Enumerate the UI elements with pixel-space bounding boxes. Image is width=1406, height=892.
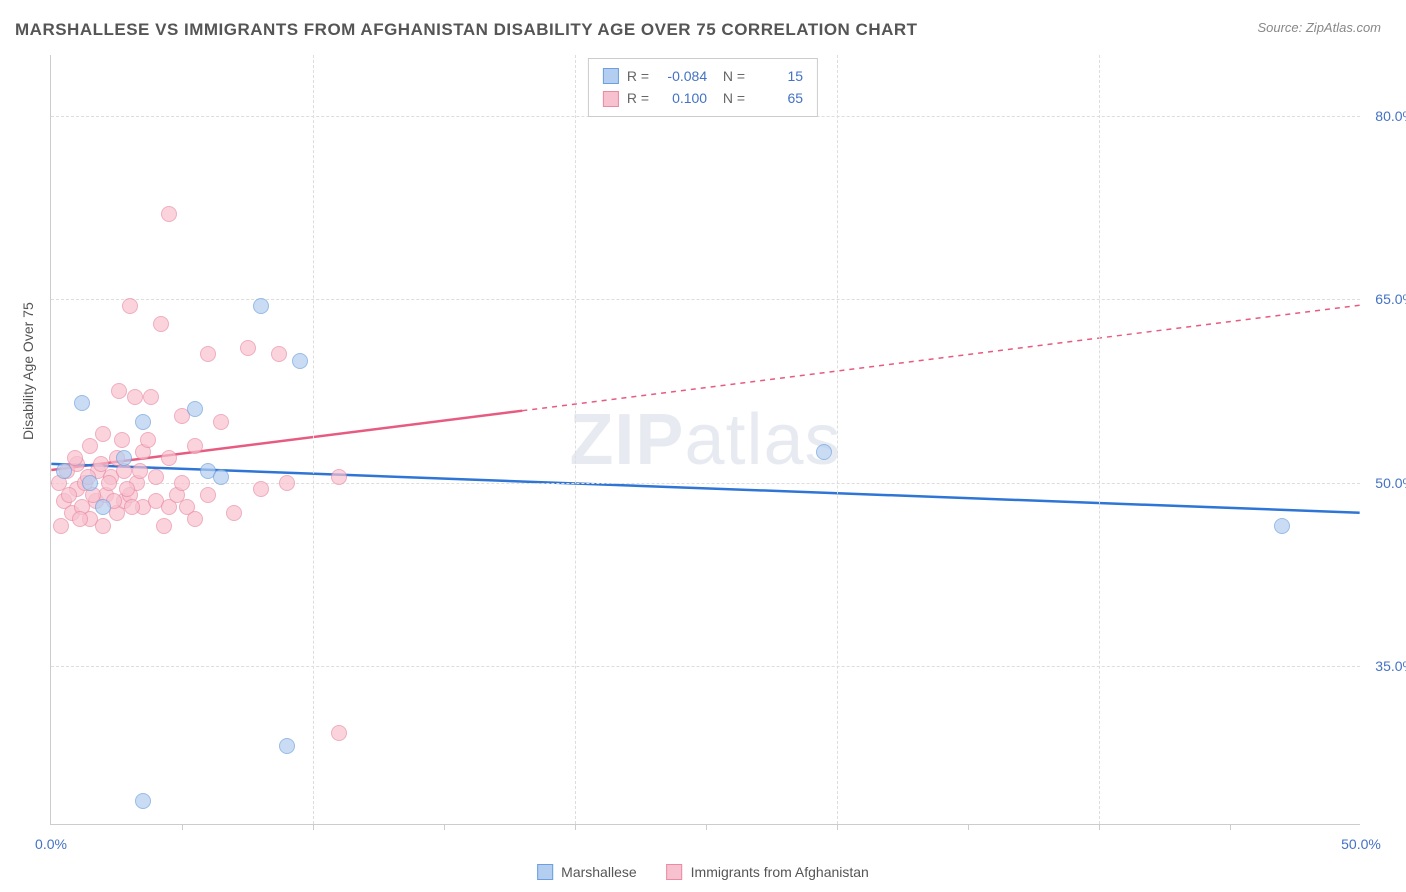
y-tick-label: 50.0% [1375,475,1406,491]
scatter-point [279,738,295,754]
scatter-point [143,389,159,405]
scatter-point [72,511,88,527]
scatter-point [74,395,90,411]
scatter-point [111,383,127,399]
y-tick-label: 35.0% [1375,658,1406,674]
legend-stats: R = -0.084 N = 15 R = 0.100 N = 65 [588,58,818,117]
scatter-point [140,432,156,448]
chart-title: MARSHALLESE VS IMMIGRANTS FROM AFGHANIST… [15,20,918,40]
swatch-blue [603,68,619,84]
trend-line-solid [51,464,1359,513]
x-tick-mark [575,824,576,830]
scatter-point [187,438,203,454]
r-label: R = [627,65,649,87]
scatter-point [127,389,143,405]
scatter-point [213,414,229,430]
scatter-point [253,298,269,314]
y-tick-label: 80.0% [1375,108,1406,124]
gridline-vertical [1099,55,1100,824]
swatch-blue [537,864,553,880]
r-label: R = [627,87,649,109]
gridline-horizontal [51,666,1360,667]
gridline-horizontal [51,483,1360,484]
x-tick-label: 50.0% [1341,836,1381,852]
scatter-point [53,518,69,534]
scatter-point [114,432,130,448]
scatter-point [174,475,190,491]
scatter-point [82,438,98,454]
scatter-point [124,499,140,515]
scatter-point [119,481,135,497]
scatter-point [331,725,347,741]
scatter-point [122,298,138,314]
source-label: Source: ZipAtlas.com [1257,20,1381,35]
gridline-vertical [837,55,838,824]
legend-item-pink: Immigrants from Afghanistan [667,864,869,880]
gridline-horizontal [51,299,1360,300]
n-label: N = [715,65,745,87]
scatter-point [56,463,72,479]
swatch-pink [603,91,619,107]
x-tick-mark [706,824,707,830]
scatter-point [200,487,216,503]
scatter-point [161,450,177,466]
scatter-point [93,456,109,472]
n-value-pink: 65 [753,87,803,109]
scatter-point [95,518,111,534]
x-tick-mark [313,824,314,830]
scatter-point [292,353,308,369]
scatter-point [135,414,151,430]
x-tick-mark [444,824,445,830]
scatter-point [156,518,172,534]
scatter-point [61,487,77,503]
scatter-point [816,444,832,460]
x-tick-mark [1230,824,1231,830]
legend-stats-row-pink: R = 0.100 N = 65 [603,87,803,109]
trend-line-dashed [522,305,1359,410]
scatter-point [187,511,203,527]
watermark-text: ZIPatlas [569,399,841,481]
scatter-point [101,475,117,491]
chart-plot-area: ZIPatlas 35.0%50.0%65.0%80.0%0.0%50.0% [50,55,1360,825]
scatter-point [331,469,347,485]
gridline-vertical [575,55,576,824]
legend-label-pink: Immigrants from Afghanistan [691,864,869,880]
scatter-point [187,401,203,417]
r-value-pink: 0.100 [657,87,707,109]
scatter-point [253,481,269,497]
n-label: N = [715,87,745,109]
legend-item-blue: Marshallese [537,864,636,880]
scatter-point [200,346,216,362]
x-tick-label: 0.0% [35,836,67,852]
scatter-point [161,206,177,222]
scatter-point [271,346,287,362]
trend-lines-svg [51,55,1360,824]
scatter-point [95,426,111,442]
legend-stats-row-blue: R = -0.084 N = 15 [603,65,803,87]
scatter-point [82,475,98,491]
legend-label-blue: Marshallese [561,864,636,880]
scatter-point [116,450,132,466]
gridline-vertical [313,55,314,824]
r-value-blue: -0.084 [657,65,707,87]
y-tick-label: 65.0% [1375,291,1406,307]
n-value-blue: 15 [753,65,803,87]
x-tick-mark [182,824,183,830]
x-tick-mark [1099,824,1100,830]
x-tick-mark [837,824,838,830]
swatch-pink [667,864,683,880]
scatter-point [132,463,148,479]
scatter-point [153,316,169,332]
y-axis-title: Disability Age Over 75 [20,302,36,440]
scatter-point [240,340,256,356]
scatter-point [213,469,229,485]
scatter-point [95,499,111,515]
scatter-point [135,793,151,809]
scatter-point [148,469,164,485]
scatter-point [1274,518,1290,534]
x-tick-mark [968,824,969,830]
legend-series: Marshallese Immigrants from Afghanistan [537,864,869,880]
scatter-point [226,505,242,521]
scatter-point [279,475,295,491]
